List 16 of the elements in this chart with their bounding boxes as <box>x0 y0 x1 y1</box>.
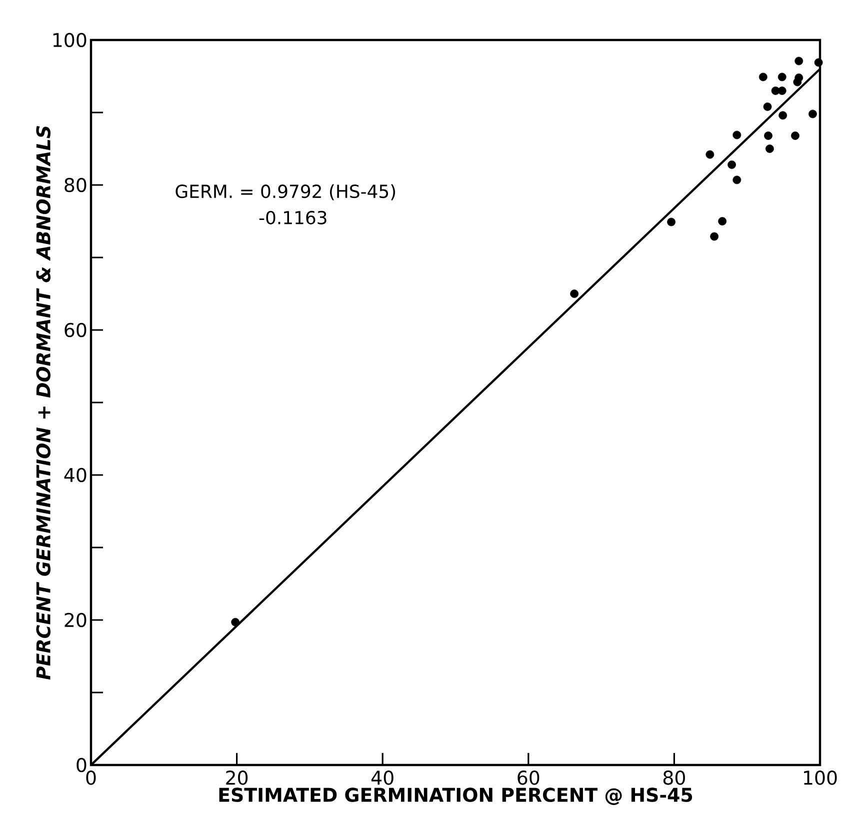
x-tick-label: 20 <box>226 770 248 785</box>
x-axis-title: ESTIMATED GERMINATION PERCENT @ HS-45 <box>219 788 692 806</box>
annotation: GERM. = 0.9792 (HS-45) <box>176 184 396 200</box>
y-tick-label: 40 <box>64 468 86 482</box>
y-axis-title: PERCENT GERMINATION + DORMANT & ABNORMALS <box>36 126 51 680</box>
x-tick-label: 40 <box>371 770 394 785</box>
x-tick-label: 80 <box>663 770 685 785</box>
y-tick-label: 0 <box>76 758 86 772</box>
y-tick-label: 100 <box>53 32 86 48</box>
y-tick-label: 60 <box>64 322 86 338</box>
y-tick-label: 20 <box>64 612 86 628</box>
x-tick-label: 60 <box>518 770 540 785</box>
y-tick-label: 80 <box>64 178 86 192</box>
annotation: -0.1163 <box>259 210 326 224</box>
x-tick-label: 0 <box>86 770 96 785</box>
x-tick-label: 100 <box>804 770 837 785</box>
